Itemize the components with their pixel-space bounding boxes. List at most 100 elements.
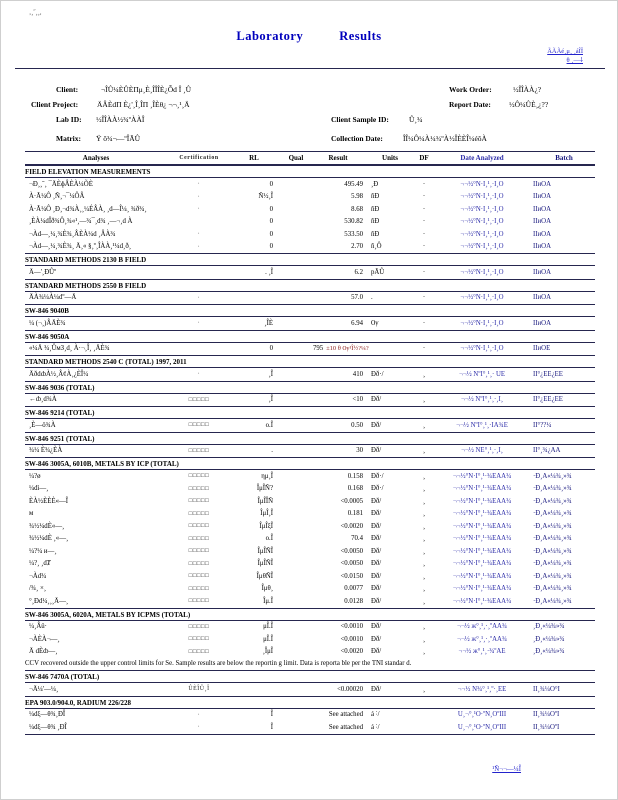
cell-batch: ·Ð¸À«¼¾¸»¾ — [533, 472, 572, 480]
col-header-result: Result — [328, 154, 348, 162]
cell-rl: ¸Î — [268, 396, 273, 404]
cell-batch: ·Ð¸À«¼¾¸»¾ — [533, 535, 572, 543]
cell-df: ¸ — [422, 510, 426, 518]
cell-analyte: ¼dξ—θ¾¸ÐÎ — [29, 711, 66, 719]
cell-df: · — [422, 294, 426, 302]
lab-id-value: ½ÎÎÀÀ½¾ºÀÀÎ — [96, 115, 145, 124]
cell-df: ¸ — [422, 497, 426, 505]
table-row: м □□□□□ ÎμÎ¸Î 0.181 Ðð/ ¸ ¬¬½°Ñ·Î°¸¹·¾ÈÄÀ¾ ·Ð¸À… — [25, 508, 595, 521]
cell-units: Ðð/ — [371, 421, 382, 429]
header-link-1[interactable]: ÃÃÃé¸μ¸ ¸áÎÎ — [547, 48, 583, 55]
cell-df: · — [422, 180, 426, 188]
cell-analyte: ¬Ð¸¸˝¸ ¯ÄÈɸÂÈÀ¼ÕÈ — [29, 180, 93, 188]
cell-result: <0.0005 — [340, 497, 363, 505]
cell-df: ¸ — [422, 597, 426, 605]
table-row: ¬Àd¾ □□□□□ ÎμθÑÎ <0.0150 Ðð/ ¸ ¬¬½°Ñ·Î°¸¹·¾ÈÄÀ… — [25, 570, 595, 583]
cell-analyte: ÄðdȸÀ½¸ÂȼÀ¸¿ÈÎ¼ — [29, 370, 89, 378]
cell-units: Ðð/ — [371, 685, 382, 693]
cell-date-analyzed: ¬¬½°Ñ·Î°¸¹·¾ÈÄÀ¾ — [452, 597, 512, 605]
cell-df: ¸ — [422, 421, 426, 429]
cell-certification: · — [197, 711, 201, 718]
cell-analyte: м — [29, 510, 34, 518]
cell-df: ¸ — [422, 585, 426, 593]
cell-certification: □□□□□ — [188, 422, 210, 429]
cell-df: · — [422, 345, 426, 353]
cell-df: ¸ — [422, 522, 426, 530]
table-row: °¸Ðd¼¸¸¸Ä—¸ □□□□□ Îμ.Î 0.0128 Ðð/ ¸ ¬¬½°Ñ·Î°¸¹… — [25, 595, 595, 608]
cell-certification: · — [197, 181, 201, 188]
cell-analyte: /¾¸ ×¸ — [29, 585, 47, 593]
cell-result: <0.0020 — [340, 522, 363, 530]
cell-units: á ˸/ — [371, 711, 380, 719]
table-row: /¾¸ ×¸ □□□□□ Îμθ¸ 0.0077 Ðð/ ¸ ¬¬½°Ñ·Î°¸¹·¾ÈÄÀ… — [25, 583, 595, 596]
report-meta: Client: ¬ÎÛ¼ÈÛÈΠμ¸È¸ÎÎÎÈ¿Ȭd Î ¸Û Work Or… — [1, 73, 617, 149]
cell-units: ñÐ — [371, 230, 380, 238]
cell-analyte: ÄÀ¾¼À¼dº—Ä — [29, 294, 77, 302]
header-links: ÃÃÃé¸μ¸ ¸áÎÎ θ ¸—⸸ — [547, 47, 583, 65]
cell-df: · — [422, 205, 426, 213]
cell-analyte: ÈÀ½ÈÈÈ«—Î — [29, 497, 69, 505]
cell-analyte: ¼?¸ ¸dȾ — [29, 560, 51, 568]
cell-date-analyzed: ¬¬½ ж°¸¹¸·¸ºÄÀ¾ — [457, 635, 507, 643]
cell-batch: ÎÎиÔÈ — [533, 345, 551, 353]
table-row: Ä dÈȸ—¸ □□□□□ ¸ÎμÎ <0.0020 Ðð/ ¸ ¬¬½ ж°¸¹¸·¾ºÄ… — [25, 646, 595, 659]
footer-link[interactable]: ¹Ñ¬¬—¼Î — [492, 766, 521, 773]
cell-result: <10 — [352, 396, 363, 404]
cell-rl: 0 — [269, 230, 273, 238]
table-row: ¾¼ È¾¿ÈÀ □□□□□. 30 Ðð/ ¸ ¬¬½ ÑÈ°¸¹¸·¸Î¸ ÎÎ°¸¾¿… — [25, 445, 595, 458]
cell-result: 0.168 — [347, 485, 363, 493]
table-row: ¬Àd—¸¼¸¾È¾¸ Ä¸« §¸º¸ÎÀÀ¸¹¼d¸ð¸ · 0 2.70 ñ¸Ô ·… — [25, 241, 595, 254]
cell-certification: · — [197, 206, 201, 213]
cell-analyte: À·Ã¼Ô ¸Ñ¸¬¯¼ÔÂ — [29, 193, 85, 201]
cell-certification: · — [197, 320, 201, 327]
cell-batch: ·Ð¸À«¼¾¸»¾ — [533, 572, 572, 580]
section-header: EPA 903.0/904.0, RADIUM 226/228 — [25, 695, 595, 709]
cell-df: ¸ — [422, 447, 426, 455]
cell-result: 0.0128 — [344, 597, 363, 605]
cell-batch: ·Ð¸À«¼¾¸»¾ — [533, 510, 572, 518]
section-header: FIELD ELEVATION MEASUREMENTS — [25, 165, 595, 178]
cell-result: <0.0010 — [340, 623, 363, 631]
cell-certification: · — [197, 193, 201, 200]
uncertainty-note: ±10 θ Ѹ¹Î½?¼? — [326, 345, 369, 353]
cell-batch: ·Ð¸À«¼¾¸»¾ — [533, 547, 572, 555]
cell-rl: 0 — [269, 218, 273, 226]
cell-rl: 0 — [269, 243, 273, 251]
matrix-label: Matrix: — [56, 134, 81, 143]
client-value: ¬ÎÛ¼ÈÛÈΠμ¸È¸ÎÎÎÈ¿Ȭd Î ¸Û — [101, 85, 192, 94]
cell-analyte: ¬Àd—¸¼¸¾È¾¸ÂÈÀ¼d ¸ÂÀ¾ — [29, 230, 116, 238]
cell-analyte: ¼ (¬¸)ÂÄÈ¾ — [29, 319, 66, 327]
cell-rl: Î — [270, 711, 273, 719]
table-row: ¬Ä¼'—¼¸ ÛÈÎÛ¸Î <0.00020 Ðð/ ¸ ¬¬½ Ñ¾°¸¹¸º·¸ÈÈ… — [25, 683, 595, 696]
collection-date-label: Collection Date: — [331, 134, 383, 143]
cell-units: Ðð/ — [371, 635, 382, 643]
cell-batch: ÎÎ°??¼ — [533, 421, 552, 429]
cell-rl: Ñ½¸Î — [258, 193, 273, 201]
header-link-2[interactable]: θ ¸—⸸ — [566, 57, 583, 64]
cell-rl: Îμθ¸ — [261, 585, 273, 593]
cell-date-analyzed: ¬¬½ Ñ¾°¸¹¸º·¸ÈÈ — [457, 685, 507, 693]
cell-units: Ðð/ — [371, 522, 382, 530]
cell-df: · — [422, 268, 426, 276]
cell-certification: □□□□□ — [188, 573, 210, 580]
cell-batch: ÎÎ°¿ÈÈ¿ÈÈ — [533, 396, 563, 404]
cell-batch: ÎÎиÔÀ — [533, 218, 551, 226]
cell-units: ñÐ — [371, 205, 380, 213]
cell-df: ¸ — [422, 485, 426, 493]
cell-certification: · — [197, 724, 201, 731]
cell-units: Ðð·/ — [371, 370, 384, 378]
cell-date-analyzed: ¬¬½°Ñ·Î°¸¹·¾ÈÄÀ¾ — [452, 547, 512, 555]
cell-certification: □□□□□ — [188, 636, 210, 643]
cell-units: Ðð/ — [371, 497, 382, 505]
cell-df: · — [422, 193, 426, 201]
cell-units: Ðð/ — [371, 396, 382, 404]
cell-units: Ðð/ — [371, 648, 382, 656]
cell-analyte: ¼dξ—θ¾ ¸ÐÎ — [29, 723, 67, 731]
table-row: Ä—'¸ÐÛº . ¸Î 6.2 pÃÛ · ¬¬½°Ñ·Î¸¹¸·Î¸Ô ÎÎиÔÀ — [25, 266, 595, 279]
cell-result: <0.0150 — [340, 572, 363, 580]
col-header-analyses: Analyses — [82, 154, 110, 162]
cell-date-analyzed: ¬¬½°Ñ·Î¸¹¸·Î¸Ô — [460, 243, 504, 251]
cell-rl: ¸ÎμÎ — [262, 648, 273, 656]
cell-date-analyzed: ¬¬½°Ñ·Î¸¹¸·Î¸Ô — [460, 180, 504, 188]
cell-analyte: °¸Ðd¼¸¸¸Ä—¸ — [29, 597, 69, 605]
